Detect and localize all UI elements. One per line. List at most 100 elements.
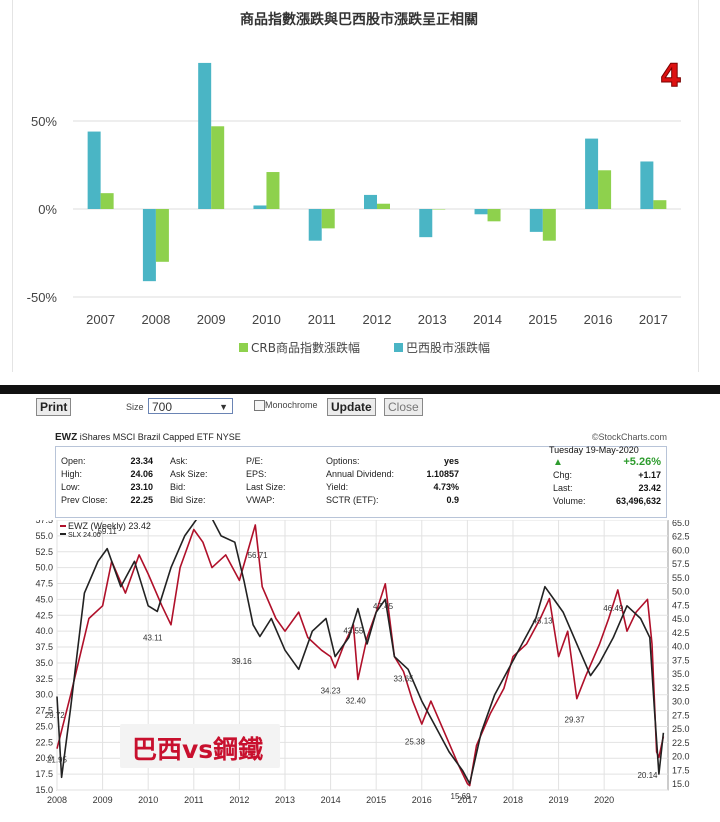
watermark-box: 巴西vs鋼鐵 — [120, 724, 280, 768]
bar — [542, 209, 556, 241]
print-button[interactable]: Print — [36, 398, 72, 416]
last-label: Last: — [553, 483, 573, 493]
y-tick-label: 0% — [38, 202, 57, 217]
x-tick-label: 2008 — [47, 795, 67, 805]
data-label: 29.72 — [45, 711, 66, 720]
y-tick-label-left: 32.5 — [35, 674, 53, 684]
bid-label: Bid: — [170, 482, 186, 492]
y-tick-label-left: 57.5 — [35, 520, 53, 525]
price-line-chart: 59.11 43.11 39.16 56.71 34.23 43.55 32.40 47.45… — [35, 520, 690, 805]
sctr-value: 0.9 — [446, 495, 459, 505]
bar — [321, 209, 335, 229]
prev-close-label: Prev Close: — [61, 495, 108, 505]
bar — [308, 209, 322, 241]
y-tick-label: 50% — [31, 114, 57, 129]
ask-label: Ask: — [170, 456, 188, 466]
dropdown-arrow-icon: ▼ — [219, 402, 228, 412]
y-tick-label-right: 17.5 — [672, 765, 690, 775]
bar — [364, 194, 377, 209]
size-select[interactable]: 700 ▼ — [148, 398, 233, 414]
eps-label: EPS: — [246, 469, 267, 479]
y-tick-label-right: 55.0 — [672, 573, 690, 583]
y-tick-label-left: 35.0 — [35, 658, 53, 668]
y-tick-label-right: 50.0 — [672, 587, 690, 597]
open-label: Open: — [61, 456, 86, 466]
x-tick-label: 2010 — [138, 795, 158, 805]
x-tick-label: 2008 — [141, 312, 170, 327]
fund-name: iShares MSCI Brazil Capped ETF — [79, 432, 214, 442]
bar — [598, 170, 612, 209]
low-label: Low: — [61, 482, 81, 492]
x-tick-label: 2010 — [252, 312, 281, 327]
crb-brazil-chart-panel: 商品指數漲跌與巴西股市漲跌呈正相關 4 50% 0% -50% 2007 2008 20… — [12, 0, 699, 372]
y-tick-label-left: 30.0 — [35, 690, 53, 700]
bid-size-label: Bid Size: — [170, 495, 206, 505]
options-label: Options: — [326, 456, 360, 466]
quote-table: Open: 23.34 High: 24.06 Low: 23.10 Prev … — [55, 445, 667, 518]
x-tick-label: 2012 — [229, 795, 249, 805]
yield-value: 4.73% — [433, 482, 459, 492]
bar — [100, 193, 114, 209]
y-tick-label-left: 15.0 — [35, 785, 53, 795]
vwap-label: VWAP: — [246, 495, 275, 505]
y-tick-label-right: 25.0 — [672, 724, 690, 734]
y-tick-label-right: 30.0 — [672, 697, 690, 707]
legend-label: SLX 24.00 — [68, 532, 101, 539]
x-tick-label: 2009 — [93, 795, 113, 805]
y-tick-label-left: 25.0 — [35, 721, 53, 731]
size-select-value: 700 — [152, 400, 173, 414]
x-tick-label: 2014 — [321, 795, 341, 805]
last-value: 23.42 — [638, 483, 661, 493]
bar — [653, 200, 667, 209]
bar — [585, 138, 599, 209]
y-tick-label-right: 37.5 — [672, 655, 690, 665]
y-tick-label-right: 32.5 — [672, 683, 690, 693]
y-tick-label-left: 42.5 — [35, 610, 53, 620]
high-label: High: — [61, 469, 83, 479]
y-tick-label: -50% — [27, 290, 58, 305]
series-line — [56, 520, 665, 785]
data-label: 45.13 — [533, 617, 554, 626]
high-value: 24.06 — [130, 469, 153, 479]
low-value: 23.10 — [130, 482, 153, 492]
close-button[interactable]: Close — [384, 398, 423, 416]
y-tick-label-left: 27.5 — [35, 706, 53, 716]
watermark-text: 巴西vs鋼鐵 — [132, 735, 264, 764]
x-tick-label: 2015 — [528, 312, 557, 327]
stockcharts-panel: Print Size 700 ▼ Monochrome Update Close… — [0, 394, 720, 822]
x-tick-label: 2016 — [584, 312, 613, 327]
data-label: 25.38 — [405, 737, 426, 746]
update-button[interactable]: Update — [327, 398, 376, 416]
x-tick-label: 2015 — [366, 795, 386, 805]
yield-label: Yield: — [326, 482, 349, 492]
bar-chart: 商品指數漲跌與巴西股市漲跌呈正相關 4 50% 0% -50% 2007 2008 20… — [27, 11, 683, 355]
monochrome-checkbox[interactable] — [254, 400, 265, 411]
bar — [142, 209, 156, 282]
data-label: 59.11 — [97, 527, 117, 536]
data-label: 21.95 — [47, 756, 68, 765]
y-tick-label-left: 17.5 — [35, 769, 53, 779]
monochrome-label: Monochrome — [265, 400, 318, 410]
data-label: 29.37 — [565, 716, 586, 725]
data-label: 56.71 — [248, 551, 269, 560]
bar — [155, 209, 169, 262]
open-value: 23.34 — [130, 456, 153, 466]
bar — [640, 161, 654, 209]
y-tick-label-right: 60.0 — [672, 545, 690, 555]
y-tick-label-left: 52.5 — [35, 547, 53, 557]
legend-label: EWZ (Weekly) 23.42 — [68, 521, 151, 531]
x-tick-label: 2009 — [197, 312, 226, 327]
x-tick-label: 2017 — [639, 312, 668, 327]
data-label: 43.11 — [143, 634, 163, 643]
y-tick-label-left: 50.0 — [35, 563, 53, 573]
change-percent: +5.26% — [623, 456, 661, 468]
dividend-label: Annual Dividend: — [326, 469, 395, 479]
slide-number-badge: 4 — [660, 58, 682, 94]
series-line — [56, 524, 665, 787]
size-label: Size — [126, 402, 144, 412]
x-tick-label: 2013 — [275, 795, 295, 805]
volume-label: Volume: — [553, 496, 586, 506]
y-tick-label-right: 15.0 — [672, 779, 690, 789]
bar — [432, 209, 446, 210]
bar — [198, 62, 212, 209]
